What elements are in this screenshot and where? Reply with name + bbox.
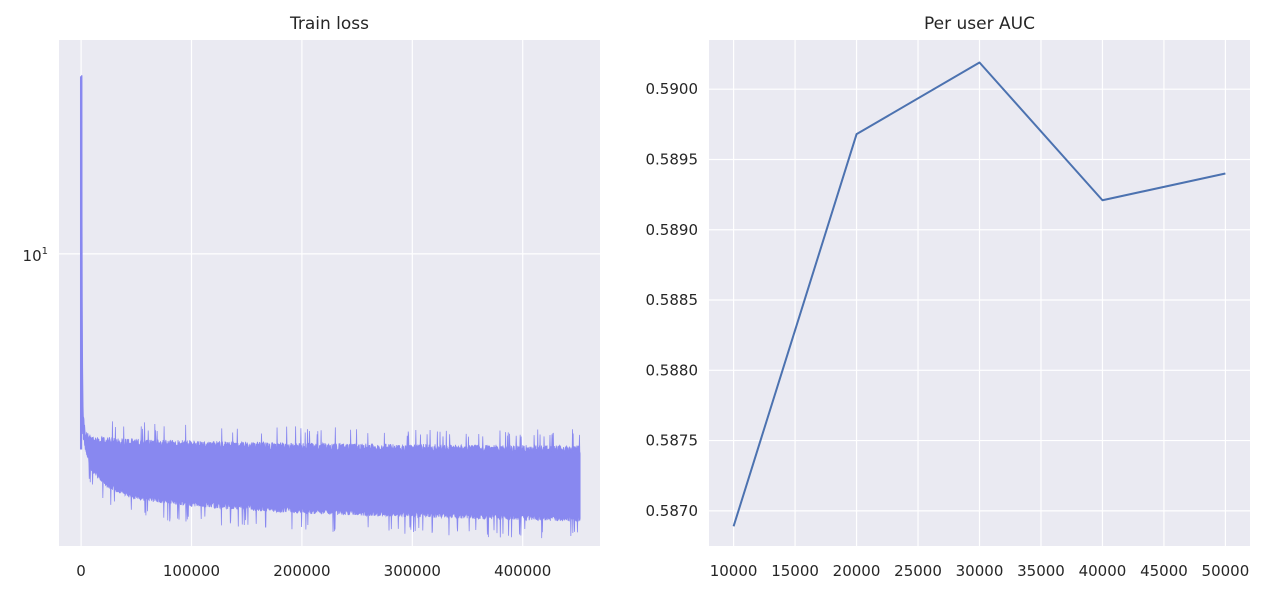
x-tick-label: 45000 — [1140, 562, 1188, 580]
y-tick-label: 0.5875 — [646, 432, 699, 450]
per-user-auc-y-ticks: 0.5870 0.5875 0.5880 0.5885 0.5890 0.5895 0.59… — [646, 80, 699, 520]
train-loss-y-ticks: 101 — [23, 246, 48, 265]
x-tick-label: 40000 — [1079, 562, 1127, 580]
per-user-auc-series — [732, 61, 1226, 527]
y-tick-label: 0.5890 — [646, 221, 699, 239]
x-tick-label: 300000 — [384, 562, 441, 580]
train-loss-x-ticks: 0 100000 200000 300000 400000 — [76, 562, 551, 580]
y-tick-label: 101 — [23, 246, 48, 265]
x-tick-label: 50000 — [1202, 562, 1250, 580]
x-tick-label: 25000 — [894, 562, 942, 580]
y-tick-label: 0.5880 — [646, 361, 699, 379]
x-tick-label: 400000 — [494, 562, 551, 580]
train-loss-title: Train loss — [289, 14, 369, 34]
x-tick-label: 20000 — [833, 562, 881, 580]
x-tick-label: 30000 — [956, 562, 1004, 580]
per-user-auc-x-ticks: 10000 15000 20000 25000 30000 35000 40000 45000… — [710, 562, 1250, 580]
x-tick-label: 35000 — [1017, 562, 1065, 580]
y-tick-label: 0.5900 — [646, 80, 699, 98]
per-user-auc-title: Per user AUC — [924, 14, 1035, 34]
y-tick-label: 0.5885 — [646, 291, 699, 309]
x-tick-label: 0 — [76, 562, 86, 580]
train-loss-series — [79, 75, 581, 539]
y-tick-label: 0.5870 — [646, 502, 699, 520]
train-loss-chart: 0 100000 200000 300000 400000 101 Train loss — [23, 14, 600, 580]
x-tick-label: 15000 — [771, 562, 819, 580]
per-user-auc-grid — [709, 40, 1250, 546]
x-tick-label: 200000 — [273, 562, 330, 580]
per-user-auc-chart: 10000 15000 20000 25000 30000 35000 40000 45000… — [646, 14, 1250, 580]
loss-band — [82, 416, 581, 539]
x-tick-label: 10000 — [710, 562, 758, 580]
x-tick-label: 100000 — [163, 562, 220, 580]
y-tick-label: 0.5895 — [646, 150, 699, 168]
